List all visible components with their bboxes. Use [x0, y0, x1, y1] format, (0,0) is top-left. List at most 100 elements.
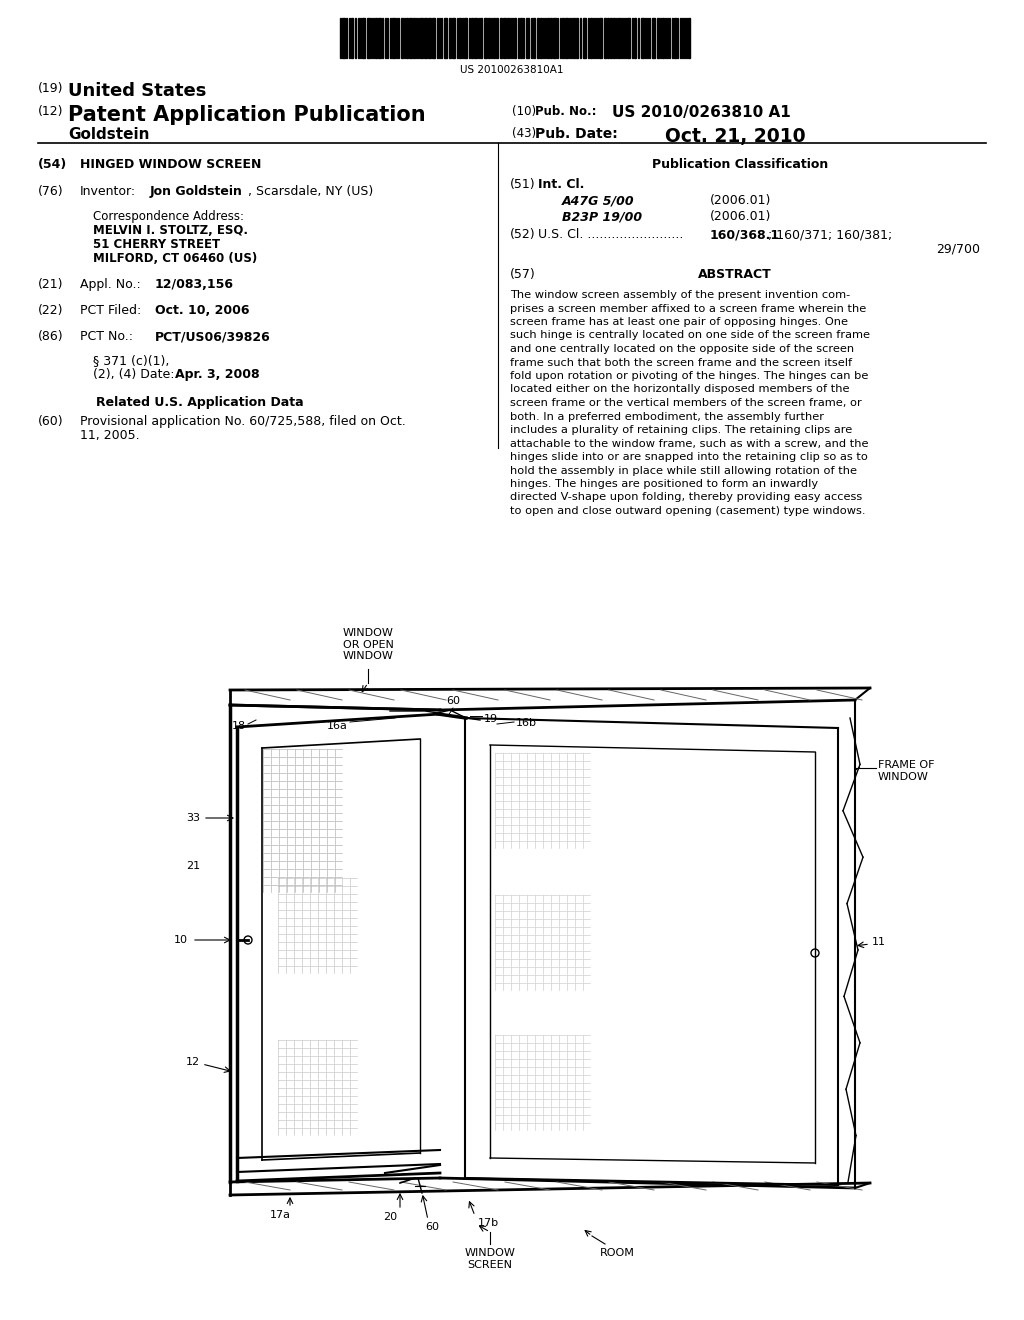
Text: Int. Cl.: Int. Cl.	[538, 178, 585, 191]
Bar	[503, 18, 506, 58]
Text: 17b: 17b	[478, 1218, 499, 1228]
Text: US 2010/0263810 A1: US 2010/0263810 A1	[612, 106, 791, 120]
Text: 60: 60	[425, 1222, 439, 1232]
Text: (21): (21)	[38, 279, 63, 290]
Circle shape	[244, 936, 252, 944]
Bar	[362, 18, 365, 58]
Text: Publication Classification: Publication Classification	[652, 158, 828, 172]
Bar	[409, 18, 412, 58]
Bar	[420, 18, 423, 58]
Text: includes a plurality of retaining clips. The retaining clips are: includes a plurality of retaining clips.…	[510, 425, 852, 436]
Text: 51 CHERRY STREET: 51 CHERRY STREET	[93, 238, 220, 251]
Text: U.S. Cl. ........................: U.S. Cl. ........................	[538, 228, 683, 242]
Bar	[662, 18, 664, 58]
Bar	[590, 18, 592, 58]
Text: HINGED WINDOW SCREEN: HINGED WINDOW SCREEN	[80, 158, 261, 172]
Bar	[553, 18, 556, 58]
Bar	[401, 18, 403, 58]
Text: 17a: 17a	[269, 1210, 291, 1220]
Text: 19: 19	[484, 714, 498, 723]
Bar	[392, 18, 395, 58]
Text: (19): (19)	[38, 82, 63, 95]
Bar	[550, 18, 552, 58]
Text: ROOM: ROOM	[600, 1247, 635, 1258]
Bar	[607, 18, 609, 58]
Bar	[565, 18, 568, 58]
Bar	[520, 18, 522, 58]
Text: 16b: 16b	[516, 718, 537, 729]
Text: Appl. No.:: Appl. No.:	[80, 279, 140, 290]
Text: 11: 11	[872, 937, 886, 946]
Text: screen frame or the vertical members of the screen frame, or: screen frame or the vertical members of …	[510, 399, 862, 408]
Bar	[342, 18, 345, 58]
Text: MELVIN I. STOLTZ, ESQ.: MELVIN I. STOLTZ, ESQ.	[93, 224, 248, 238]
Bar	[627, 18, 630, 58]
Text: The window screen assembly of the present invention com-: The window screen assembly of the presen…	[510, 290, 850, 300]
Text: 11, 2005.: 11, 2005.	[80, 429, 139, 442]
Text: to open and close outward opening (casement) type windows.: to open and close outward opening (casem…	[510, 506, 865, 516]
Bar	[474, 18, 477, 58]
Text: (2), (4) Date:: (2), (4) Date:	[93, 368, 174, 381]
Text: (57): (57)	[510, 268, 536, 281]
Bar	[493, 18, 495, 58]
Bar	[634, 18, 636, 58]
Text: 18: 18	[231, 721, 246, 731]
Text: PCT No.:: PCT No.:	[80, 330, 133, 343]
Text: PCT Filed:: PCT Filed:	[80, 304, 141, 317]
Text: Provisional application No. 60/725,588, filed on Oct.: Provisional application No. 60/725,588, …	[80, 414, 406, 428]
Text: prises a screen member affixed to a screen frame wherein the: prises a screen member affixed to a scre…	[510, 304, 866, 314]
Text: (52): (52)	[510, 228, 536, 242]
Text: fold upon rotation or pivoting of the hinges. The hinges can be: fold upon rotation or pivoting of the hi…	[510, 371, 868, 381]
Text: ABSTRACT: ABSTRACT	[698, 268, 772, 281]
Text: § 371 (c)(1),: § 371 (c)(1),	[93, 354, 169, 367]
Bar	[573, 18, 575, 58]
Text: , Scarsdale, NY (US): , Scarsdale, NY (US)	[248, 185, 374, 198]
Bar	[547, 18, 549, 58]
Bar	[413, 18, 415, 58]
Text: (54): (54)	[38, 158, 68, 172]
Bar	[480, 18, 482, 58]
Text: (60): (60)	[38, 414, 63, 428]
Bar	[367, 18, 370, 58]
Text: such hinge is centrally located on one side of the screen frame: such hinge is centrally located on one s…	[510, 330, 870, 341]
Text: Inventor:: Inventor:	[80, 185, 136, 198]
Bar	[378, 18, 381, 58]
Text: and one centrally located on the opposite side of the screen: and one centrally located on the opposit…	[510, 345, 854, 354]
Text: 160/368.1: 160/368.1	[710, 228, 780, 242]
Text: (2006.01): (2006.01)	[710, 210, 771, 223]
Bar	[496, 18, 498, 58]
Bar	[424, 18, 427, 58]
Bar	[514, 18, 516, 58]
Text: (43): (43)	[512, 127, 537, 140]
Bar	[488, 18, 490, 58]
Bar	[375, 18, 377, 58]
Bar	[452, 18, 455, 58]
Bar	[562, 18, 564, 58]
Bar	[610, 18, 612, 58]
Text: FRAME OF
WINDOW: FRAME OF WINDOW	[878, 760, 935, 781]
Text: Goldstein: Goldstein	[68, 127, 150, 143]
Bar	[652, 18, 655, 58]
Text: screen frame has at least one pair of opposing hinges. One: screen frame has at least one pair of op…	[510, 317, 848, 327]
Bar	[537, 18, 539, 58]
Text: Related U.S. Application Data: Related U.S. Application Data	[96, 396, 304, 409]
Text: US 20100263810A1: US 20100263810A1	[460, 65, 564, 75]
Circle shape	[811, 949, 819, 957]
Bar	[618, 18, 620, 58]
Text: Correspondence Address:: Correspondence Address:	[93, 210, 244, 223]
Text: 12: 12	[186, 1057, 200, 1067]
Bar	[351, 18, 353, 58]
Bar	[688, 18, 690, 58]
Text: frame such that both the screen frame and the screen itself: frame such that both the screen frame an…	[510, 358, 852, 367]
Text: 33: 33	[186, 813, 200, 822]
Text: (10): (10)	[512, 106, 537, 117]
Bar	[613, 18, 615, 58]
Text: United States: United States	[68, 82, 207, 100]
Bar	[428, 18, 431, 58]
Text: 12/083,156: 12/083,156	[155, 279, 234, 290]
Text: Jon Goldstein: Jon Goldstein	[150, 185, 243, 198]
Text: Patent Application Publication: Patent Application Publication	[68, 106, 426, 125]
Text: (86): (86)	[38, 330, 63, 343]
Text: B23P 19/00: B23P 19/00	[562, 210, 642, 223]
Bar	[534, 18, 535, 58]
